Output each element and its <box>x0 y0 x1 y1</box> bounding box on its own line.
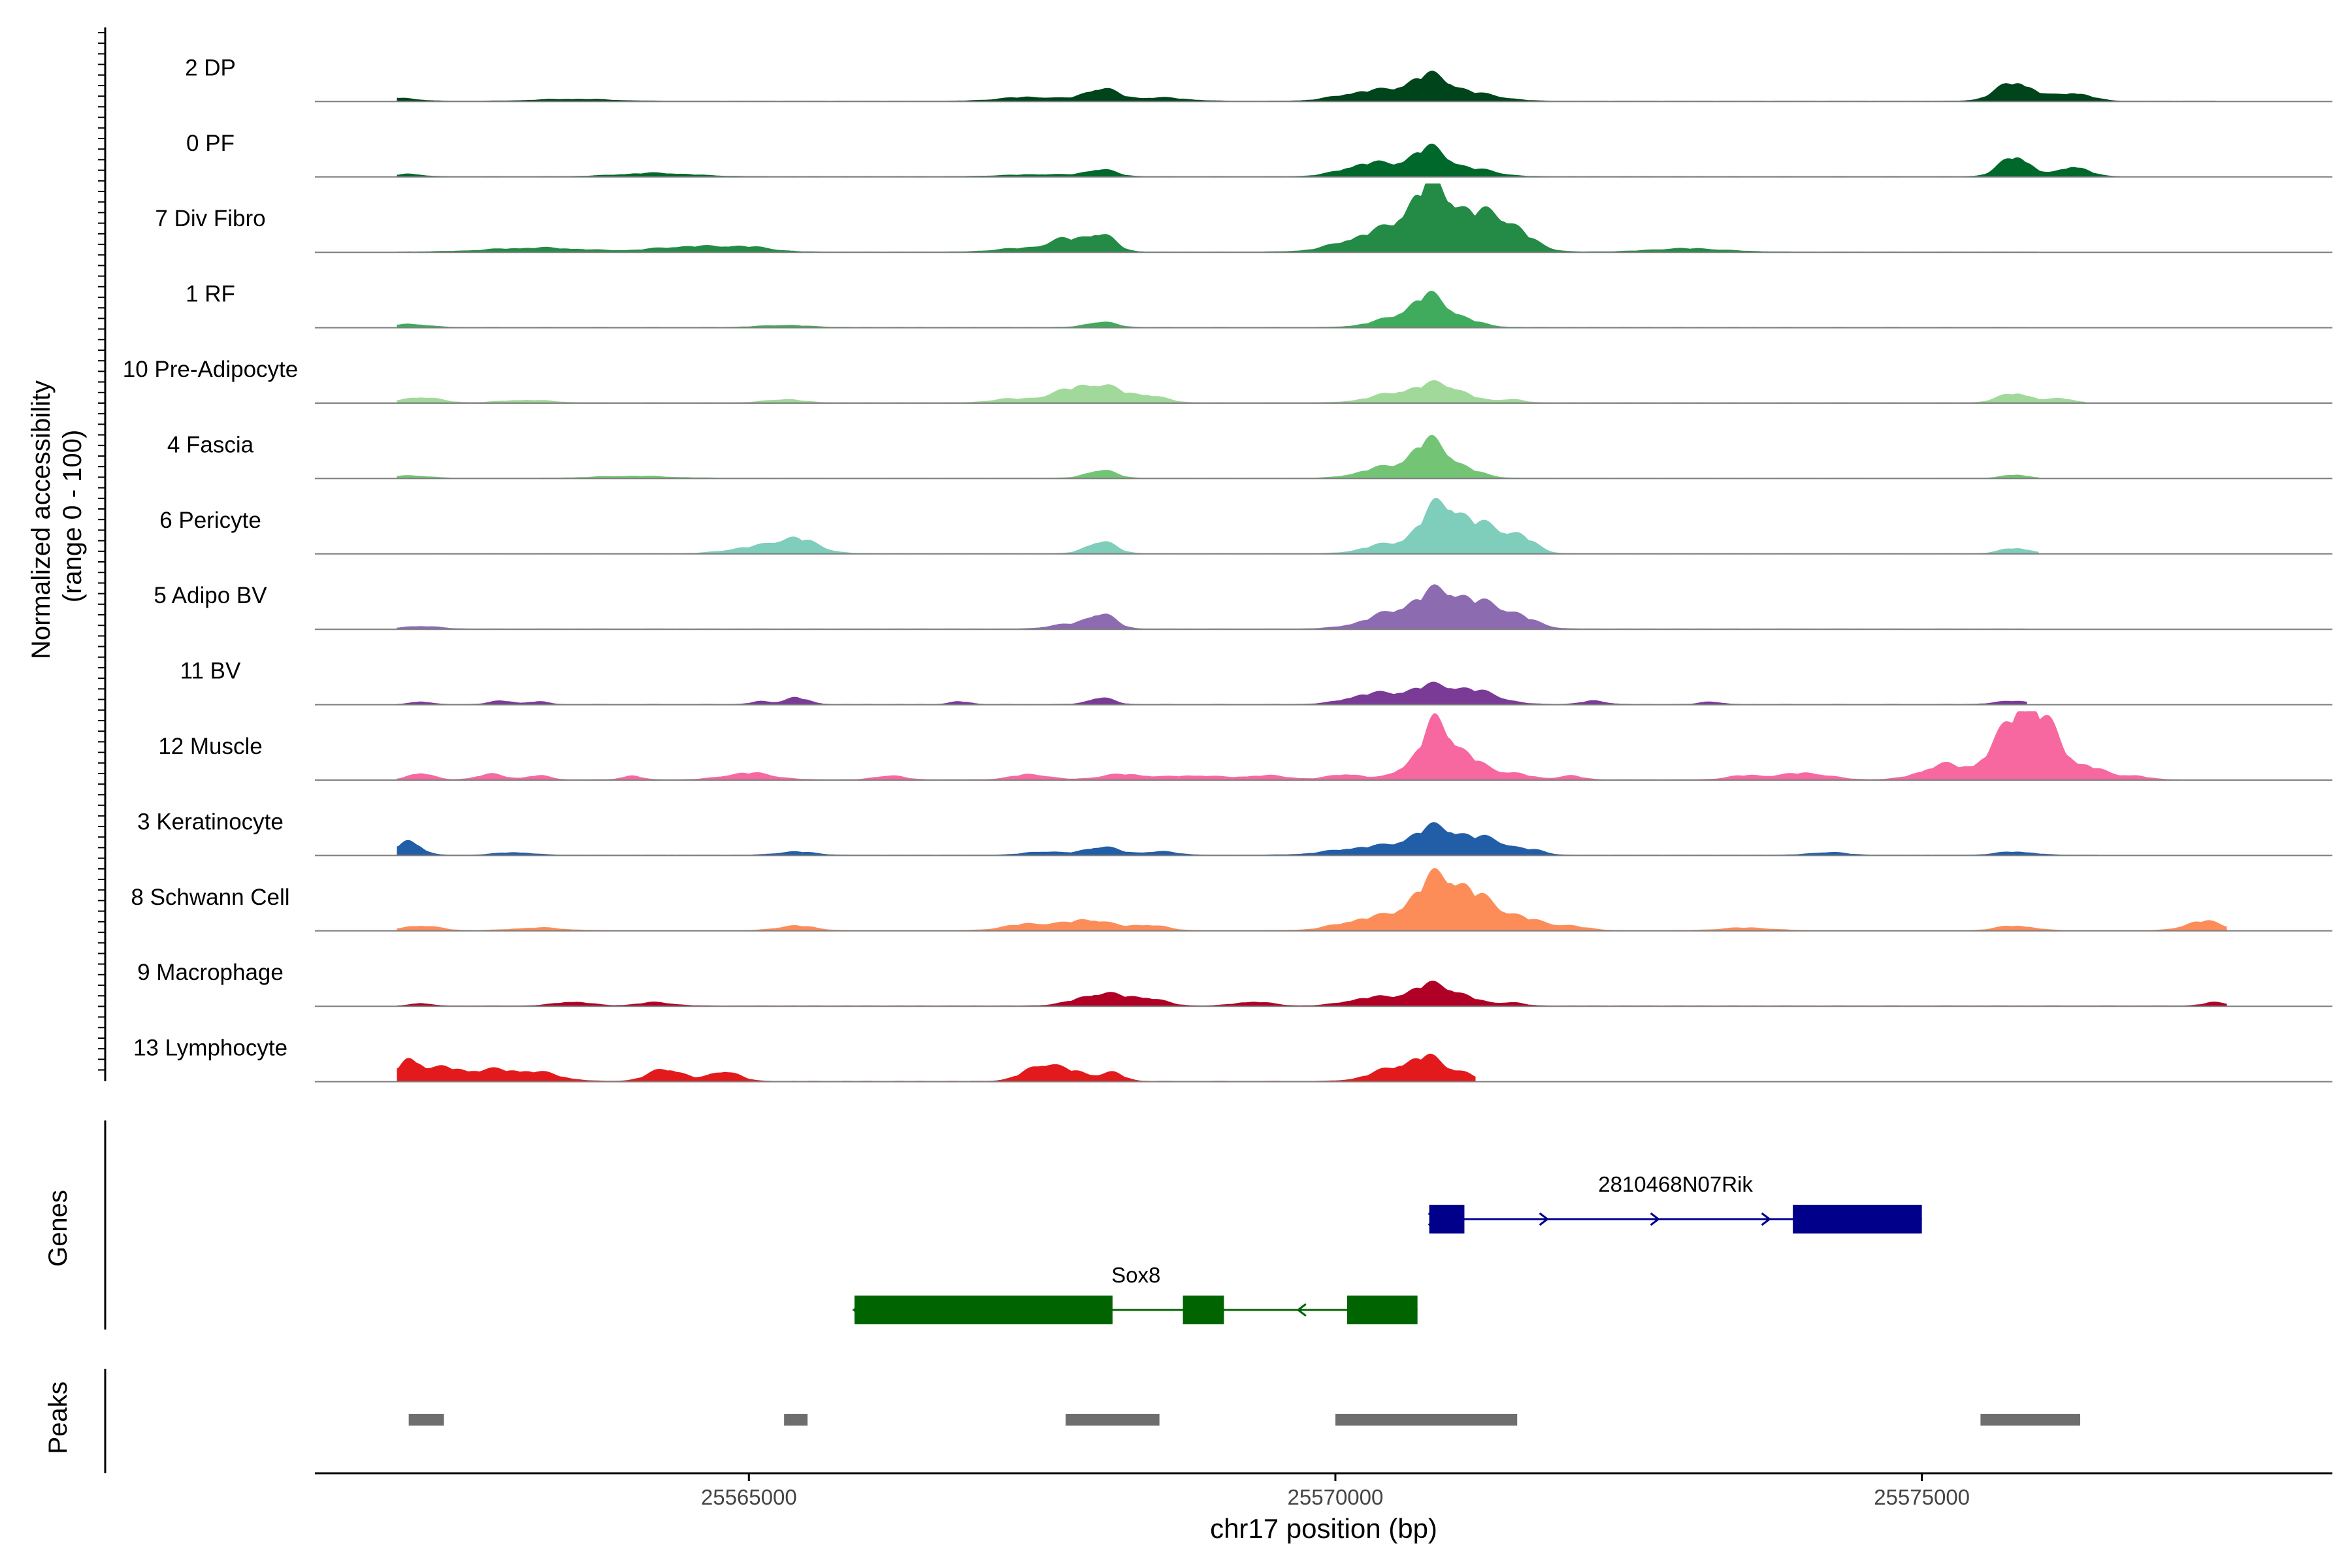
gene-exon <box>1347 1296 1418 1324</box>
x-axis: 25565000 25570000 25575000 <box>315 1472 2332 1509</box>
gene-Sox8: Sox8 <box>852 1263 1418 1324</box>
strand-arrow <box>1539 1212 1550 1226</box>
track-label: 9 Macrophage <box>137 960 284 985</box>
track-11: 8 Schwann Cell <box>131 868 2332 932</box>
peaks-track <box>104 1369 2080 1473</box>
coverage-area <box>397 981 2227 1007</box>
coverage-area <box>397 143 2121 178</box>
track-8: 11 BV <box>180 659 2332 706</box>
track-5: 4 Fascia <box>167 432 2332 480</box>
peak-region <box>1066 1414 1160 1426</box>
track-3: 1 RF <box>186 282 2332 329</box>
coverage-area <box>397 711 2180 781</box>
coverage-area <box>397 183 2039 253</box>
coverage-tracks: 2 DP 0 PF 7 Div Fibro 1 RF 10 Pre-Adipocyte 4… <box>98 27 2332 1083</box>
coverage-area <box>397 822 2098 856</box>
strand-arrow <box>1296 1303 1307 1317</box>
coverage-area <box>397 380 2086 404</box>
track-1: 0 PF <box>186 131 2332 178</box>
coverage-area <box>397 681 2027 706</box>
gene-exon <box>1183 1296 1224 1324</box>
y-axis-label: Normalized accessibility (range 0 - 100) <box>27 373 87 659</box>
track-label: 2 DP <box>185 55 236 80</box>
x-tick-label: 25570000 <box>1288 1485 1384 1509</box>
track-9: 12 Muscle <box>158 711 2332 781</box>
coverage-area <box>397 1053 1476 1083</box>
track-label: 3 Keratinocyte <box>137 809 284 834</box>
track-label: 13 Lymphocyte <box>133 1036 287 1061</box>
track-label: 4 Fascia <box>167 432 254 457</box>
gene-label: 2810468N07Rik <box>1598 1172 1753 1196</box>
coverage-area <box>397 497 2039 555</box>
coverage-area <box>397 584 2027 630</box>
peak-region <box>1335 1414 1518 1426</box>
y-axis-label-line1: Normalized accessibility <box>27 380 56 659</box>
track-7: 5 Adipo BV <box>154 583 2332 630</box>
coverage-area <box>397 71 2215 102</box>
track-6: 6 Pericyte <box>159 497 2332 555</box>
track-label: 12 Muscle <box>158 734 263 759</box>
track-label: 11 BV <box>180 659 241 684</box>
strand-arrow <box>1650 1212 1661 1226</box>
track-12: 9 Macrophage <box>137 960 2332 1007</box>
coverage-area <box>397 868 2227 932</box>
coverage-area <box>397 434 2039 479</box>
x-tick-label: 25565000 <box>701 1485 797 1509</box>
genes-track: 2810468N07Rik Sox8 <box>104 1120 1922 1330</box>
track-4: 10 Pre-Adipocyte <box>123 357 2332 404</box>
peaks-axis-label: Peaks <box>44 1381 73 1454</box>
y-axis-label-line2: (range 0 - 100) <box>58 430 87 603</box>
gene-2810468N07Rik: 2810468N07Rik <box>1428 1172 1922 1233</box>
track-13: 13 Lymphocyte <box>133 1036 2332 1083</box>
track-0: 2 DP <box>185 55 2332 103</box>
coverage-area <box>397 291 2027 329</box>
track-2: 7 Div Fibro <box>155 183 2332 253</box>
track-label: 8 Schwann Cell <box>131 885 289 910</box>
gene-label: Sox8 <box>1111 1263 1160 1287</box>
gene-exon <box>1429 1205 1465 1233</box>
peak-region <box>784 1414 808 1426</box>
genes-axis-label: Genes <box>44 1190 73 1267</box>
track-label: 7 Div Fibro <box>155 206 265 231</box>
peak-region <box>1980 1414 2080 1426</box>
peak-region <box>408 1414 444 1426</box>
strand-arrow <box>1761 1212 1772 1226</box>
gene-exon <box>1793 1205 1922 1233</box>
track-label: 10 Pre-Adipocyte <box>123 357 298 382</box>
x-axis-label: chr17 position (bp) <box>1210 1513 1437 1544</box>
track-label: 1 RF <box>186 282 235 307</box>
x-tick-label: 25575000 <box>1874 1485 1970 1509</box>
track-label: 6 Pericyte <box>159 508 261 533</box>
track-label: 0 PF <box>186 131 235 156</box>
track-10: 3 Keratinocyte <box>137 809 2332 857</box>
track-label: 5 Adipo BV <box>154 583 267 608</box>
gene-exon <box>854 1296 1113 1324</box>
